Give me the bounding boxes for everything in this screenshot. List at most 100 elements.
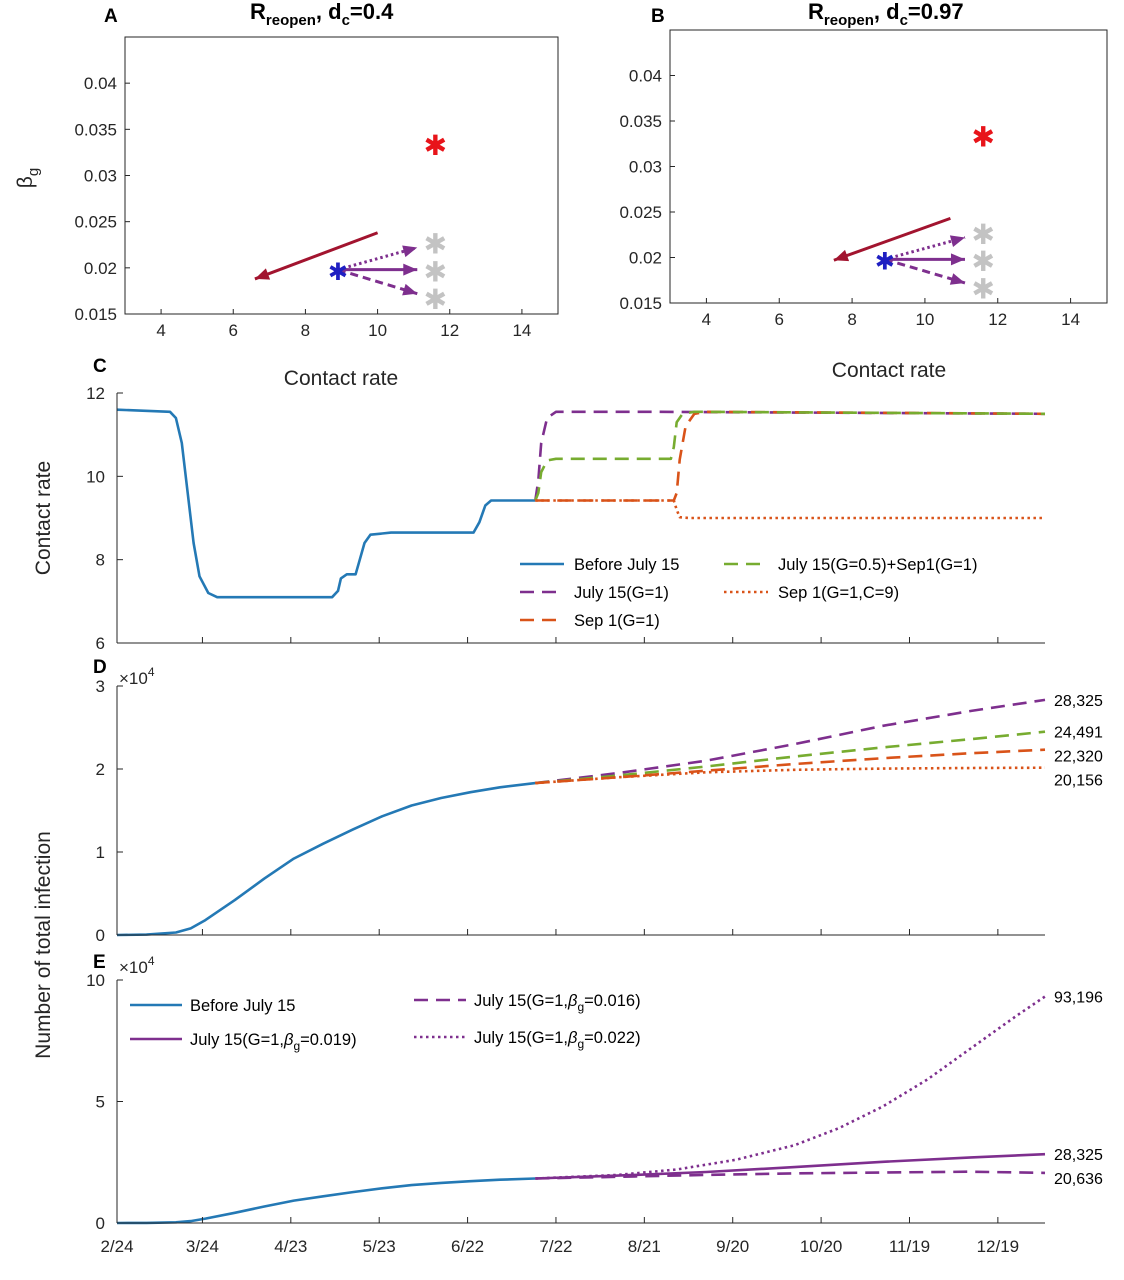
legend-label: Sep 1(G=1) [574,612,660,630]
gray-star-marker: ✱ [971,246,994,277]
panel-d-exponent: ×104 [119,665,155,688]
y-tick-label: 0.035 [619,112,662,131]
series-line-2 [535,730,1046,785]
panel-c-ticks: 6 8 10 12 [86,384,999,653]
panel-d-label: D [93,657,107,678]
x-tick-label: 6 [229,321,238,340]
red-arrow [833,216,951,262]
panel-d-ticks: 0 1 2 3 [96,677,999,945]
red-star-marker: ✱ [971,121,994,152]
y-tick-label: 0.04 [629,67,662,86]
panel-e-lines [116,995,1046,1225]
blue-star-marker: ✱ [328,259,348,286]
purple-dashed-arrow [884,257,966,285]
gray-star-marker: ✱ [971,219,994,250]
series-line-0 [116,781,536,937]
legend-label: July 15(G=1,βg=0.022) [474,1029,641,1051]
x-tick-label: 14 [1061,310,1080,329]
series-line-3 [534,410,1046,501]
y-tick-label: 12 [86,384,105,403]
legend-label: July 15(G=1,βg=0.016) [474,992,641,1014]
x-tick-label: 5/23 [363,1237,396,1256]
x-tick-label: 12 [440,321,459,340]
y-tick-label: 0.015 [619,294,662,313]
legend-label: Before July 15 [574,556,679,574]
x-tick-label: 12 [988,310,1007,329]
panel-a: A Rreopen, dc=0.4 4 6 8 10 12 14 0.015 0.02 0.02… [14,0,559,390]
series-line-1 [535,1152,1046,1180]
panel-d-lines [116,698,1046,937]
y-tick-label: 6 [96,634,105,653]
series-line-1 [534,410,1046,501]
x-tick-label: 14 [512,321,531,340]
y-tick-label: 0.02 [84,259,117,278]
x-tick-label: 7/22 [539,1237,572,1256]
x-tick-label: 6/22 [451,1237,484,1256]
panel-c-ylabel: Contact rate [32,461,55,575]
end-value-label: 28,325 [1054,1147,1103,1164]
series-line-2 [535,410,1046,502]
end-value-label: 20,156 [1054,773,1103,790]
panel-e-legend: Before July 15 July 15(G=1,βg=0.016) July … [130,992,641,1053]
legend-label: July 15(G=1,βg=0.019) [190,1031,357,1053]
x-tick-label: 8/21 [628,1237,661,1256]
end-value-label: 93,196 [1054,990,1103,1007]
legend-label: Before July 15 [190,997,295,1015]
purple-dotted-arrow [337,245,418,272]
y-tick-label: 5 [96,1093,105,1112]
panel-de-ylabel: Number of total infection [32,831,55,1059]
panel-e-ticks: 0 5 10 2/24 3/24 4/23 5/23 6/22 7/22 8/21 9/20 10/2… [86,971,1019,1256]
series-line-0 [116,408,536,599]
panel-b-markers: ✱✱✱✱✱ [833,121,995,304]
x-tick-label: 8 [301,321,310,340]
y-tick-label: 8 [96,551,105,570]
red-star-marker: ✱ [424,130,447,161]
legend-label: Sep 1(G=1,C=9) [778,584,899,602]
x-tick-label: 10 [915,310,934,329]
panel-b-ticks: 4 6 8 10 12 14 0.015 0.02 0.025 0.03 0.035 0.04 [619,67,1080,330]
red-arrow [254,231,379,281]
purple-dotted-arrow [884,235,966,261]
y-tick-label: 0.025 [74,213,117,232]
end-value-label: 28,325 [1054,693,1103,710]
x-tick-label: 4 [702,310,711,329]
gray-star-marker: ✱ [424,284,447,315]
series-line-1 [535,698,1046,785]
panel-e-end-labels: 93,196 28,325 20,636 [1054,990,1103,1189]
panel-b-xlabel: Contact rate [832,359,946,382]
blue-star-marker: ✱ [875,248,895,275]
legend-label: July 15(G=0.5)+Sep1(G=1) [778,556,977,574]
y-tick-label: 10 [86,971,105,990]
series-line-0 [116,1177,536,1225]
y-tick-label: 0 [96,1214,105,1233]
x-tick-label: 3/24 [186,1237,219,1256]
panel-a-xlabel: Contact rate [284,367,398,390]
y-tick-label: 0.015 [74,305,117,324]
panel-e-label: E [93,952,106,973]
purple-dashed-arrow [337,268,418,296]
panel-d-end-labels: 28,325 24,491 22,320 20,156 [1054,693,1103,790]
series-line-3 [535,748,1046,785]
legend-label: July 15(G=1) [574,584,669,602]
y-tick-label: 0.03 [84,167,117,186]
panel-b: B Rreopen, dc=0.97 4 6 8 10 12 14 0.015 0.02 0.0… [619,0,1108,382]
end-value-label: 22,320 [1054,749,1103,766]
purple-solid-arrow [337,263,418,276]
panel-c-label: C [93,356,107,377]
y-tick-label: 0.04 [84,74,117,93]
x-tick-label: 4 [156,321,165,340]
y-tick-label: 1 [96,843,105,862]
x-tick-label: 10 [368,321,387,340]
end-value-label: 24,491 [1054,725,1103,742]
x-tick-label: 8 [847,310,856,329]
x-tick-label: 6 [775,310,784,329]
gray-star-marker: ✱ [424,229,447,260]
panel-c-lines [116,408,1046,599]
end-value-label: 20,636 [1054,1171,1103,1188]
y-tick-label: 0.025 [619,203,662,222]
panel-e: E ×104 0 5 10 2/24 3/24 4/23 5/23 6/22 7/22 8/21 9… [86,952,1103,1256]
panel-c-legend: Before July 15 July 15(G=0.5)+Sep1(G=1) Ju… [520,556,977,630]
series-line-4 [535,766,1046,785]
panel-a-title: Rreopen, dc=0.4 [250,0,394,29]
y-tick-label: 10 [86,467,105,486]
